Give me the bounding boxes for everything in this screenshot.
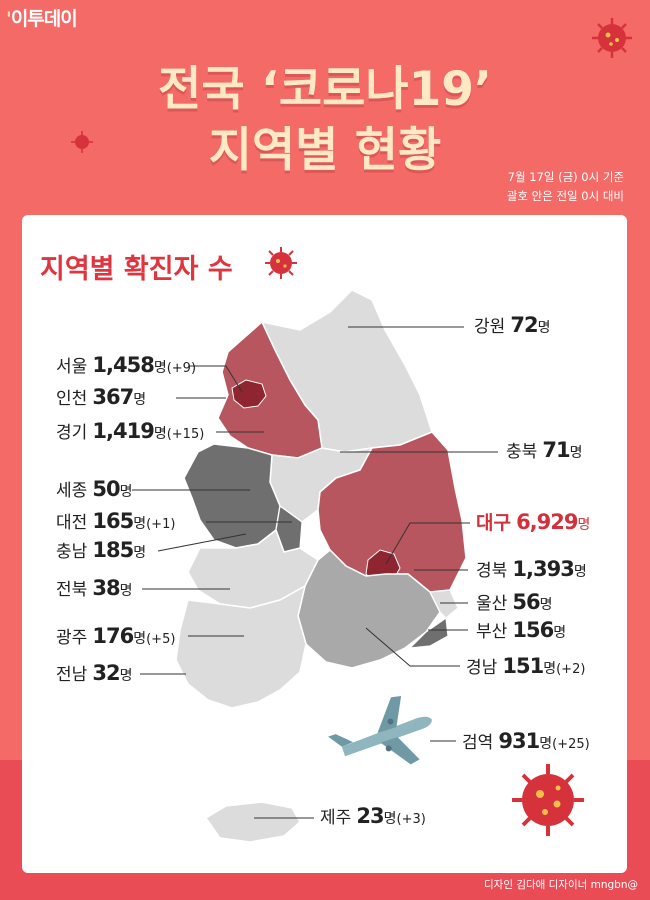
publisher-logo: '이투데이 (6, 8, 78, 30)
region-label-chungbuk: 충북 71명 (506, 438, 583, 462)
airplane-icon (328, 696, 432, 765)
region-label-quarantine: 검역 931명(+25) (462, 729, 590, 753)
region-label-incheon: 인천 367명 (56, 385, 147, 409)
map-region-busan (408, 616, 449, 649)
panel-title: 지역별 확진자 수 (40, 254, 233, 285)
region-label-busan: 부산 156명 (476, 618, 567, 642)
virus-icon (71, 131, 93, 153)
region-label-gyeongnam: 경남 151명(+2) (466, 654, 586, 678)
page-title-line1: 전국 ‘코로나19’ (158, 62, 492, 117)
region-label-sejong: 세종 50명 (56, 477, 133, 501)
region-label-chungnam: 충남 185명 (56, 538, 147, 562)
region-label-daejeon: 대전 165명(+1) (56, 509, 176, 533)
designer-credit: 디자인 김다애 디자이너 mngbn@ (484, 879, 638, 891)
region-label-gwangju: 광주 176명(+5) (56, 624, 176, 648)
virus-icon (592, 18, 632, 58)
map-region-chungnam (183, 443, 281, 549)
region-label-ulsan: 울산 56명 (476, 590, 553, 614)
map-region-jeonnam (175, 584, 307, 709)
region-label-jeonnam: 전남 32명 (56, 661, 133, 685)
virus-icon (512, 764, 584, 836)
region-label-daegu: 대구 6,929명 (476, 510, 591, 534)
virus-icon (265, 247, 297, 279)
region-label-gyeonggi: 경기 1,419명(+15) (56, 419, 205, 443)
region-label-jeonbuk: 전북 38명 (56, 576, 133, 600)
comparison-note: 괄호 안은 전일 0시 대비 (506, 189, 624, 203)
map-region-jeju (204, 801, 301, 843)
region-label-jeju: 제주 23명(+3) (320, 804, 426, 828)
map-region-seoul-incheon (231, 379, 267, 409)
page-title-line2: 지역별 현황 (208, 123, 442, 178)
region-label-seoul: 서울 1,458명(+9) (56, 353, 197, 377)
date-basis: 7월 17일 (금) 0시 기준 (507, 170, 624, 184)
region-label-gangwon: 강원 72명 (474, 313, 551, 337)
region-label-gyeongbuk: 경북 1,393명 (476, 557, 587, 581)
map-region-ulsan (429, 589, 459, 619)
